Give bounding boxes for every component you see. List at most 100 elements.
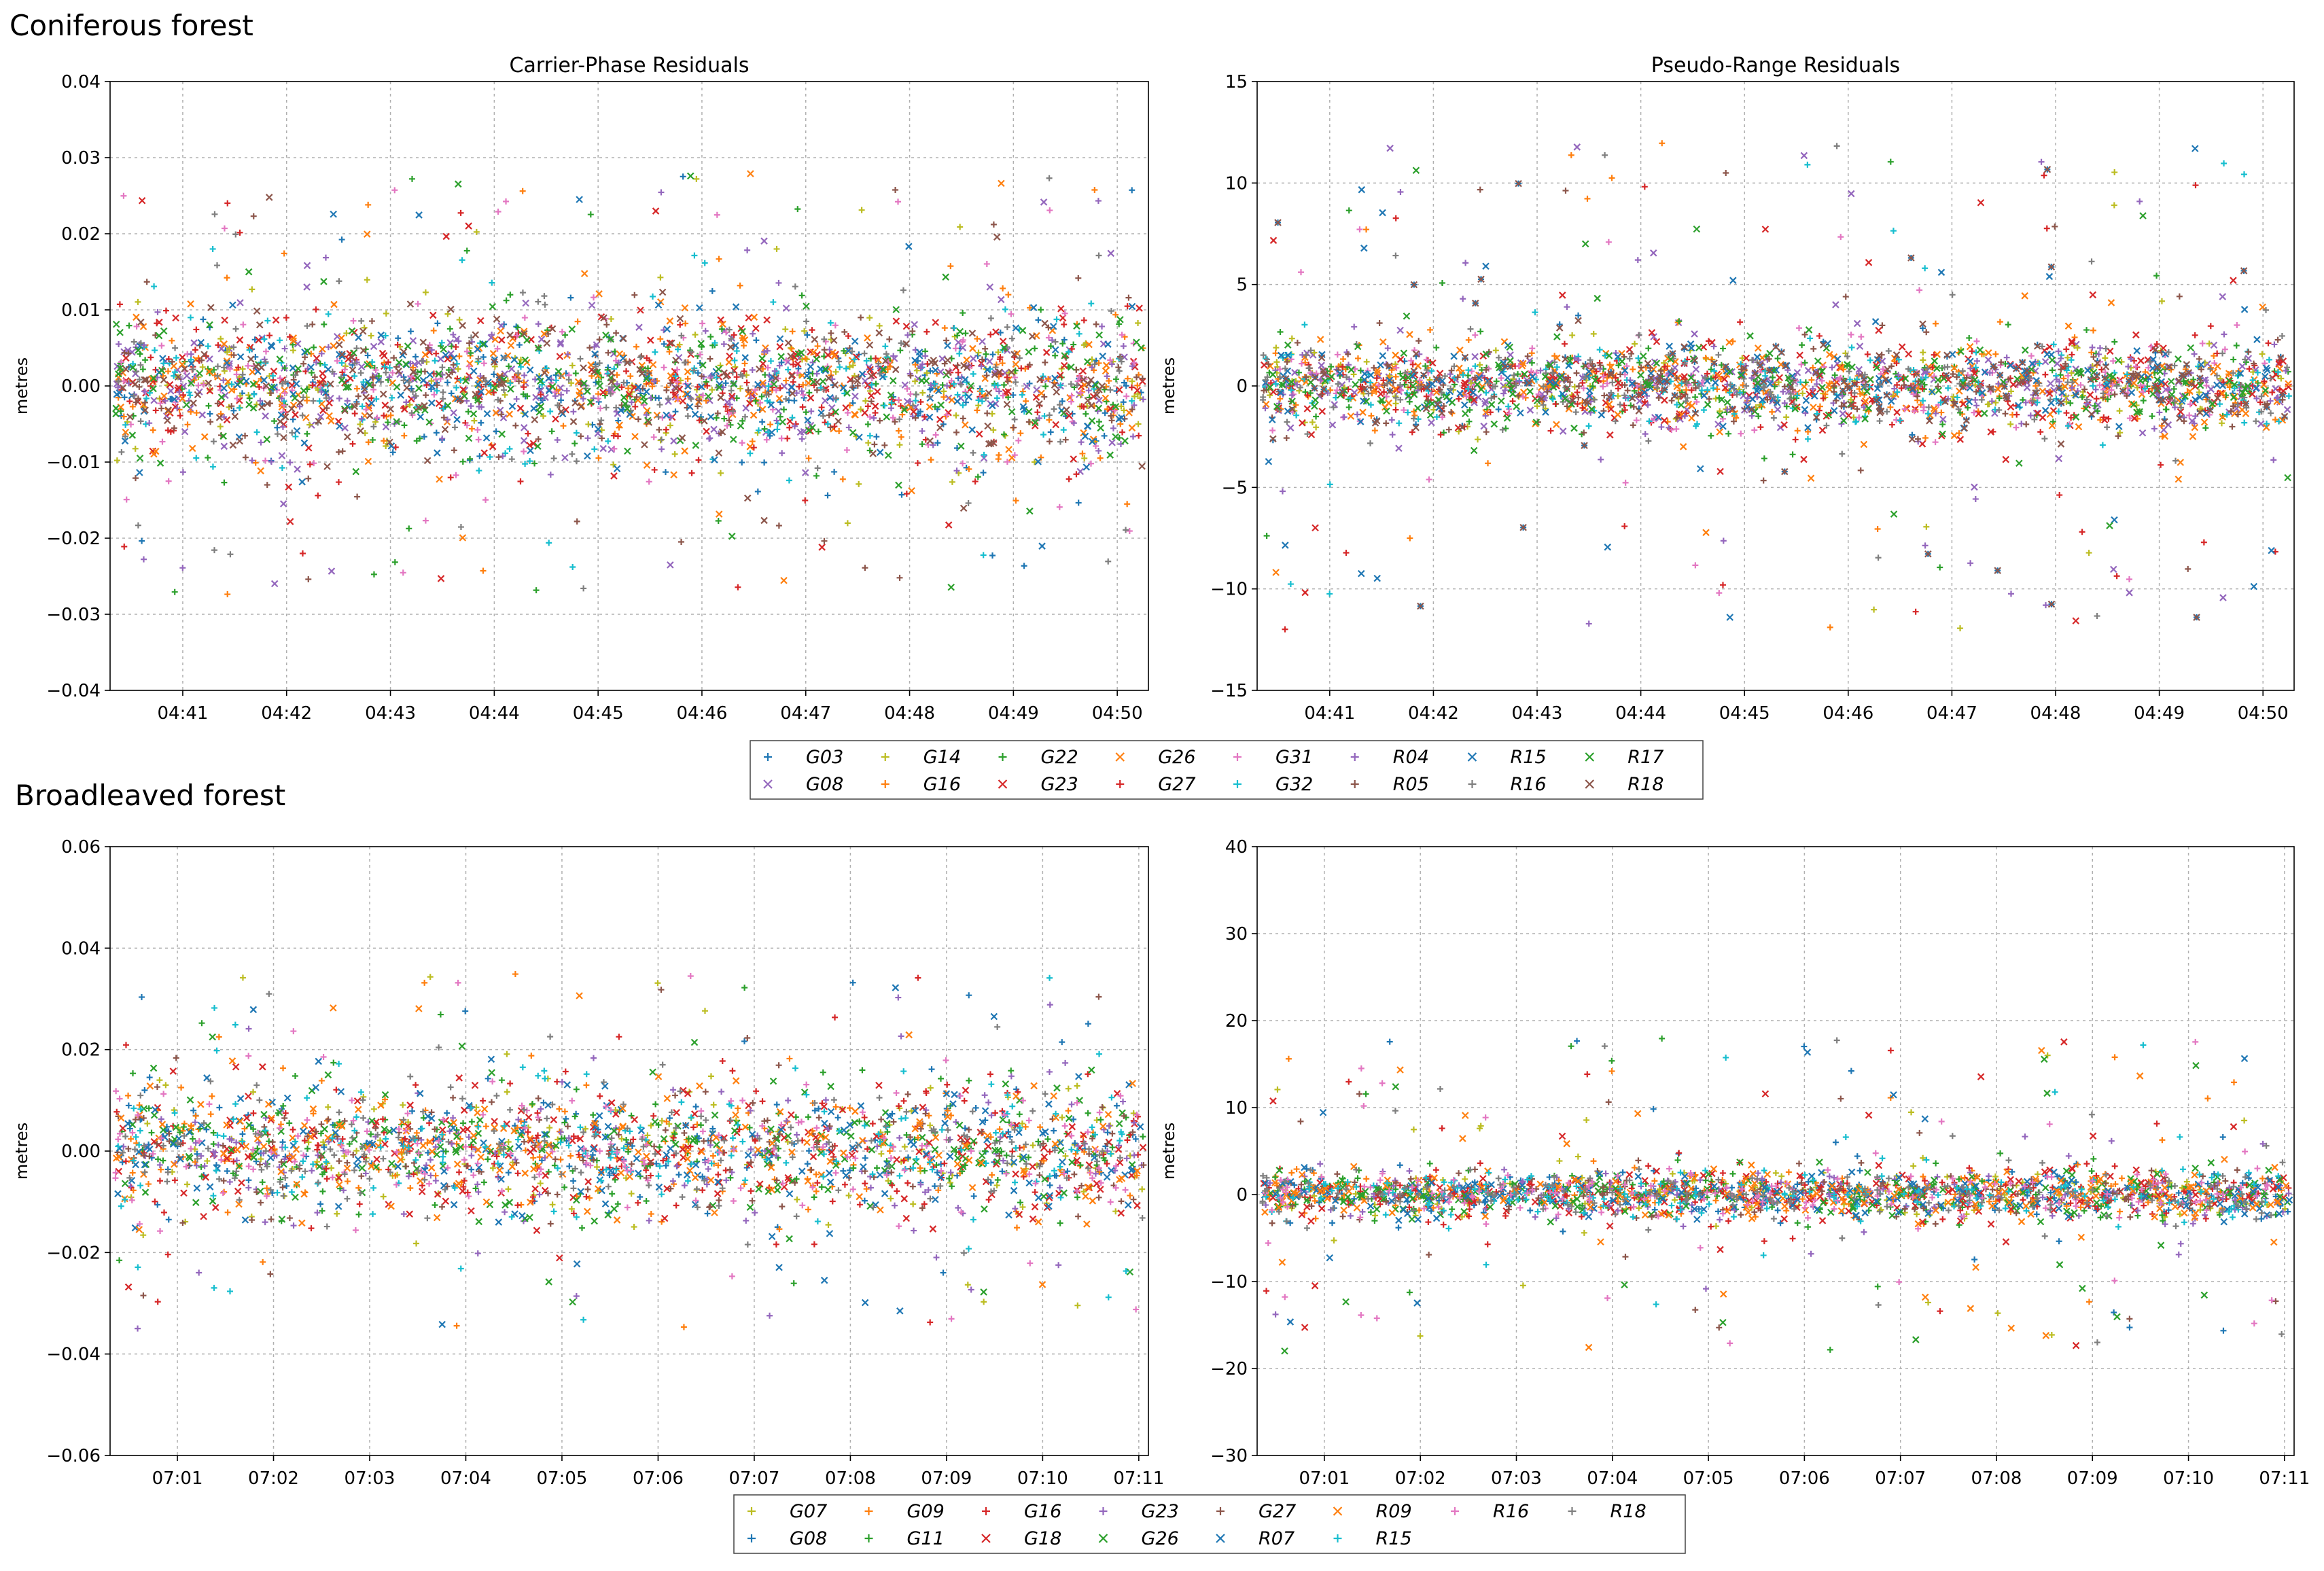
data-point bbox=[455, 180, 462, 188]
data-point bbox=[2099, 442, 2106, 448]
data-point bbox=[616, 421, 623, 429]
data-point bbox=[743, 494, 752, 502]
data-point bbox=[1379, 352, 1387, 359]
data-point bbox=[2117, 429, 2124, 436]
data-point bbox=[2086, 391, 2094, 399]
data-point bbox=[133, 475, 139, 482]
data-point bbox=[1126, 527, 1133, 534]
x-tick-label: 04:46 bbox=[676, 703, 727, 724]
data-point bbox=[877, 370, 883, 377]
data-point bbox=[697, 340, 705, 347]
data-point bbox=[775, 395, 784, 402]
data-point bbox=[554, 368, 563, 375]
data-point bbox=[381, 364, 388, 370]
data-point bbox=[558, 397, 565, 404]
data-point bbox=[125, 380, 132, 387]
data-point bbox=[1019, 403, 1027, 410]
data-point bbox=[1848, 396, 1854, 403]
data-point bbox=[302, 354, 309, 361]
data-point bbox=[1960, 400, 1967, 408]
data-point bbox=[1920, 357, 1926, 364]
data-point bbox=[1112, 433, 1119, 441]
data-point bbox=[1711, 378, 1719, 387]
data-point bbox=[1428, 419, 1435, 427]
data-point bbox=[2199, 340, 2206, 347]
data-point bbox=[890, 414, 896, 421]
data-point bbox=[445, 367, 452, 374]
data-point bbox=[360, 378, 367, 385]
data-point bbox=[1472, 363, 1479, 370]
data-point bbox=[597, 421, 603, 427]
data-point bbox=[1036, 400, 1043, 408]
data-point bbox=[1509, 398, 1516, 404]
data-point bbox=[1831, 372, 1838, 378]
data-point bbox=[690, 367, 697, 374]
data-point bbox=[1593, 368, 1600, 375]
data-point bbox=[957, 442, 965, 450]
data-point bbox=[795, 365, 802, 372]
data-point bbox=[1011, 452, 1018, 459]
data-point bbox=[262, 348, 269, 355]
data-point bbox=[681, 447, 688, 455]
data-point bbox=[821, 537, 828, 544]
data-point bbox=[1118, 403, 1125, 410]
data-point bbox=[1062, 436, 1069, 443]
data-point bbox=[2096, 345, 2103, 351]
data-point bbox=[945, 368, 952, 376]
data-point bbox=[465, 222, 472, 230]
data-point bbox=[1036, 415, 1042, 422]
data-point bbox=[942, 273, 949, 281]
data-point bbox=[389, 449, 396, 456]
data-point bbox=[1108, 361, 1115, 368]
data-point bbox=[294, 465, 301, 473]
data-point bbox=[1945, 385, 1952, 391]
data-point bbox=[767, 357, 774, 364]
data-point bbox=[1807, 474, 1815, 482]
data-point bbox=[2085, 550, 2092, 557]
data-point bbox=[1125, 294, 1132, 301]
data-point bbox=[1012, 324, 1020, 332]
data-point bbox=[473, 228, 480, 235]
data-point bbox=[717, 393, 724, 402]
data-point bbox=[1579, 379, 1586, 386]
data-point bbox=[320, 381, 327, 387]
data-point bbox=[691, 410, 699, 418]
data-point bbox=[526, 441, 533, 449]
data-point bbox=[752, 324, 760, 332]
data-point bbox=[699, 361, 707, 369]
data-point bbox=[389, 394, 395, 401]
data-point bbox=[796, 383, 803, 390]
data-point bbox=[608, 383, 615, 390]
data-point bbox=[1456, 428, 1462, 435]
data-point bbox=[969, 345, 976, 353]
data-point bbox=[580, 364, 587, 372]
data-point bbox=[1004, 459, 1010, 465]
data-point bbox=[638, 370, 646, 377]
data-point bbox=[681, 304, 689, 312]
data-point bbox=[1140, 396, 1146, 403]
data-point bbox=[2262, 423, 2270, 431]
data-point bbox=[1134, 382, 1141, 389]
data-point bbox=[2037, 429, 2044, 436]
x-tick-label: 04:49 bbox=[988, 703, 1039, 724]
data-point bbox=[1776, 423, 1784, 431]
data-point bbox=[568, 325, 576, 333]
data-point bbox=[783, 395, 790, 402]
data-point bbox=[1633, 417, 1640, 424]
data-point bbox=[850, 385, 857, 391]
data-point bbox=[160, 372, 166, 379]
data-point bbox=[1129, 398, 1135, 404]
data-point bbox=[1950, 431, 1958, 440]
data-point bbox=[521, 384, 527, 391]
data-point bbox=[279, 423, 286, 430]
data-point bbox=[1992, 351, 1999, 357]
data-point bbox=[571, 399, 579, 407]
data-point bbox=[462, 377, 470, 385]
data-point bbox=[239, 371, 246, 378]
data-point bbox=[666, 317, 674, 325]
data-point bbox=[158, 405, 165, 412]
data-point bbox=[542, 301, 548, 308]
data-point bbox=[1380, 377, 1387, 384]
data-point bbox=[1129, 378, 1135, 385]
data-point bbox=[2013, 424, 2020, 431]
